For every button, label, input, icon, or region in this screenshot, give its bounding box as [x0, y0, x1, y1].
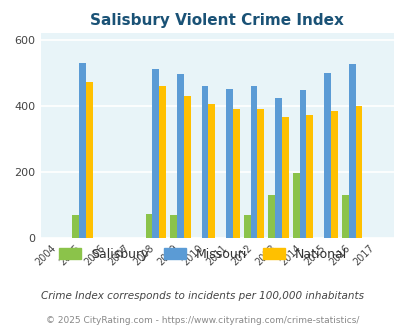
Bar [355, 106, 362, 238]
Bar [170, 214, 177, 238]
Bar [275, 98, 281, 238]
Bar [152, 69, 159, 238]
Bar [85, 82, 92, 238]
Bar [243, 215, 250, 238]
Bar [268, 195, 275, 238]
Bar [348, 64, 355, 238]
Bar [341, 195, 348, 238]
Bar [299, 90, 306, 238]
Title: Salisbury Violent Crime Index: Salisbury Violent Crime Index [90, 13, 343, 28]
Bar [281, 117, 288, 238]
Bar [292, 173, 299, 238]
Text: © 2025 CityRating.com - https://www.cityrating.com/crime-statistics/: © 2025 CityRating.com - https://www.city… [46, 316, 359, 325]
Bar [201, 86, 208, 238]
Text: Crime Index corresponds to incidents per 100,000 inhabitants: Crime Index corresponds to incidents per… [41, 291, 364, 301]
Bar [323, 73, 330, 238]
Bar [79, 63, 85, 238]
Legend: Salisbury, Missouri, National: Salisbury, Missouri, National [53, 243, 352, 266]
Bar [232, 109, 239, 238]
Bar [257, 109, 264, 238]
Bar [226, 89, 232, 238]
Bar [250, 86, 257, 238]
Bar [159, 86, 166, 238]
Bar [306, 115, 313, 238]
Bar [177, 74, 183, 238]
Bar [72, 215, 79, 238]
Bar [208, 104, 215, 238]
Bar [145, 214, 152, 238]
Bar [183, 96, 190, 238]
Bar [330, 111, 337, 238]
